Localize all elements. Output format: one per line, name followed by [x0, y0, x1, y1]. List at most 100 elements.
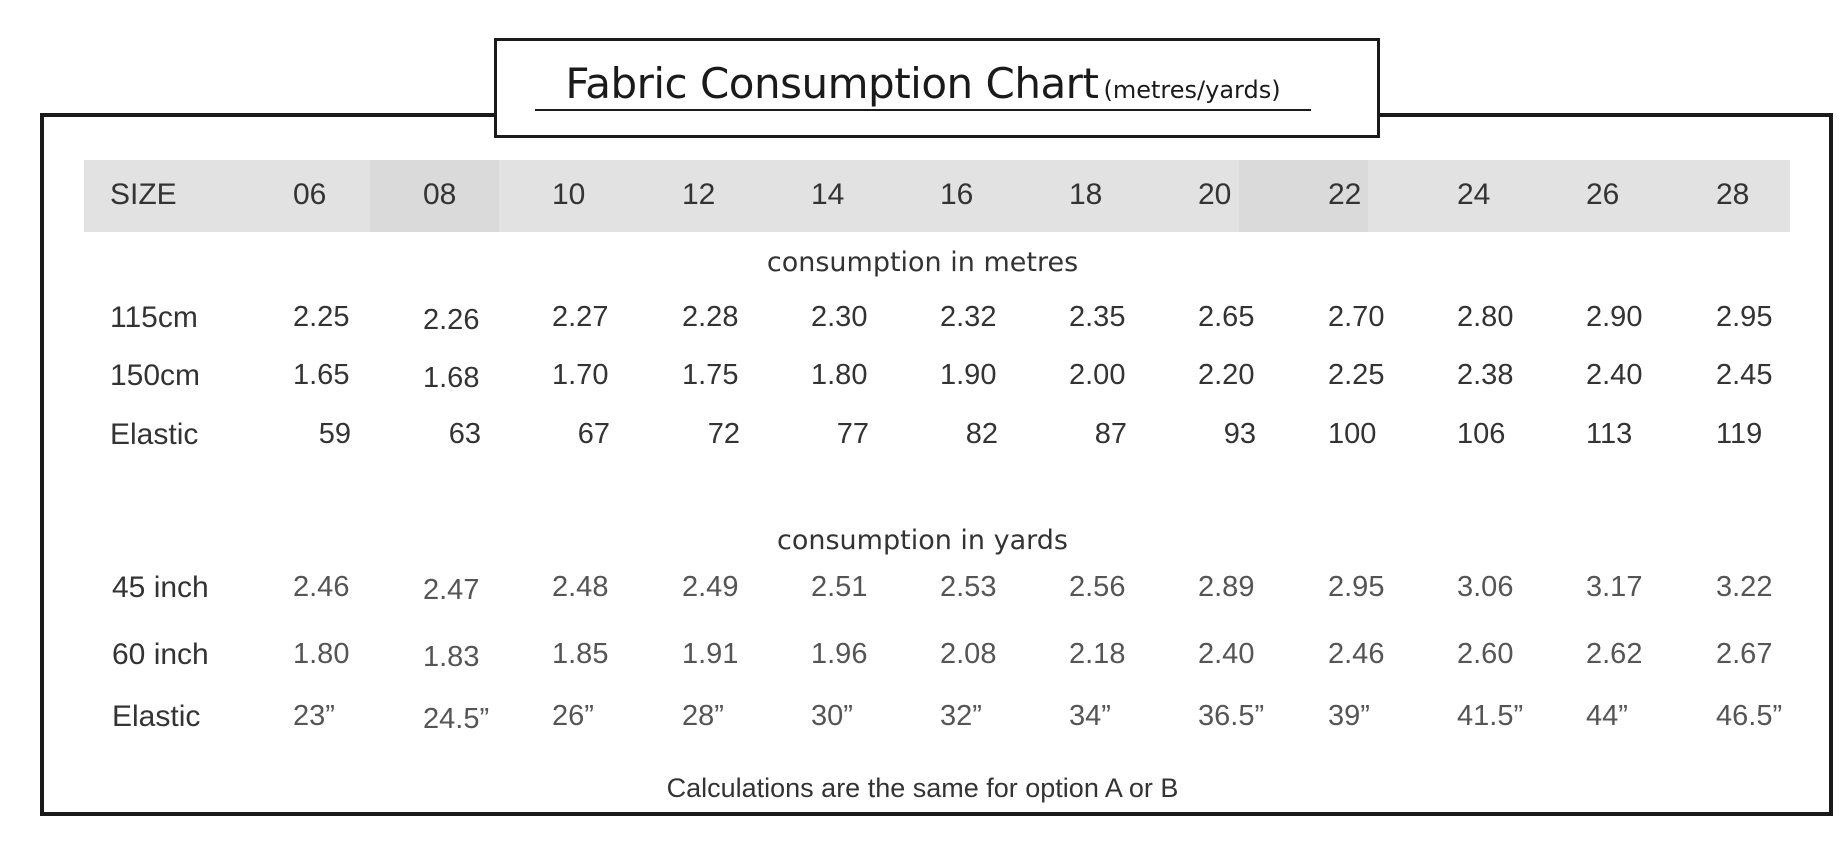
metres-value-cell: 63	[448, 418, 481, 450]
metres-value-cell: 1.65	[293, 359, 350, 391]
yards-value-cell: 1.83	[423, 641, 480, 673]
metres-value-cell: 2.80	[1457, 301, 1514, 333]
yards-value-cell: 2.67	[1716, 638, 1773, 670]
metres-value-cell: 2.00	[1069, 359, 1126, 391]
yards-value-cell: 2.56	[1069, 571, 1126, 603]
yards-value-cell: 2.53	[940, 571, 997, 603]
size-column-header: 26	[1586, 178, 1620, 211]
metres-value-cell: 2.20	[1198, 359, 1255, 391]
metres-value-cell: 106	[1457, 418, 1506, 450]
size-column-header: 28	[1716, 178, 1750, 211]
metres-value-cell: 67	[577, 418, 610, 450]
metres-value-cell: 2.35	[1069, 301, 1126, 333]
yards-value-cell: 2.60	[1457, 638, 1514, 670]
size-column-header: 24	[1457, 178, 1491, 211]
metres-value-cell: 77	[836, 418, 869, 450]
yards-value-cell: 32”	[940, 700, 982, 732]
yards-row-label: Elastic	[112, 700, 201, 733]
metres-row-label: 115cm	[110, 301, 198, 334]
yards-value-cell: 2.46	[1328, 638, 1385, 670]
yards-value-cell: 3.22	[1716, 571, 1773, 603]
yards-section-title: consumption in yards	[777, 525, 1068, 556]
yards-value-cell: 2.51	[811, 571, 868, 603]
metres-value-cell: 2.26	[423, 304, 480, 336]
yards-value-cell: 34”	[1069, 700, 1111, 732]
metres-value-cell: 1.90	[940, 359, 997, 391]
metres-value-cell: 1.75	[682, 359, 739, 391]
metres-value-cell: 59	[318, 418, 351, 450]
footnote: Calculations are the same for option A o…	[666, 773, 1179, 803]
size-column-header: 10	[552, 178, 586, 211]
metres-value-cell: 2.70	[1328, 301, 1385, 333]
yards-value-cell: 2.95	[1328, 571, 1385, 603]
metres-value-cell: 113	[1586, 418, 1633, 450]
header-column-shade	[1239, 160, 1368, 232]
metres-value-cell: 100	[1328, 418, 1377, 450]
yards-value-cell: 2.40	[1198, 638, 1255, 670]
metres-row-label: 150cm	[110, 359, 201, 392]
metres-value-cell: 2.38	[1457, 359, 1514, 391]
yards-value-cell: 3.17	[1586, 571, 1643, 603]
yards-value-cell: 44”	[1586, 700, 1628, 732]
yards-value-cell: 23”	[293, 700, 335, 732]
size-column-header: 12	[682, 178, 716, 211]
metres-value-cell: 2.95	[1716, 301, 1773, 333]
metres-value-cell: 82	[965, 418, 998, 450]
metres-value-cell: 87	[1094, 418, 1127, 450]
yards-value-cell: 2.18	[1069, 638, 1126, 670]
yards-value-cell: 41.5”	[1457, 700, 1524, 732]
size-column-header: 08	[423, 178, 457, 211]
yards-value-cell: 2.89	[1198, 571, 1255, 603]
size-header-band	[84, 160, 1790, 232]
metres-row-label: Elastic	[110, 418, 199, 451]
yards-value-cell: 46.5”	[1716, 700, 1783, 732]
header-column-shade	[370, 160, 499, 232]
metres-value-cell: 2.25	[293, 301, 350, 333]
yards-value-cell: 1.91	[682, 638, 739, 670]
metres-value-cell: 72	[707, 418, 740, 450]
metres-value-cell: 2.40	[1586, 359, 1643, 391]
metres-value-cell: 2.90	[1586, 301, 1643, 333]
size-header-label: SIZE	[110, 178, 177, 211]
metres-value-cell: 2.30	[811, 301, 868, 333]
metres-value-cell: 1.70	[552, 359, 609, 391]
yards-value-cell: 1.96	[811, 638, 868, 670]
yards-value-cell: 39”	[1328, 700, 1370, 732]
yards-value-cell: 36.5”	[1198, 700, 1265, 732]
metres-value-cell: 2.45	[1716, 359, 1773, 391]
yards-value-cell: 2.46	[293, 571, 350, 603]
metres-value-cell: 119	[1716, 418, 1763, 450]
yards-value-cell: 30”	[811, 700, 853, 732]
yards-value-cell: 2.08	[940, 638, 997, 670]
metres-value-cell: 1.80	[811, 359, 868, 391]
yards-row-label: 45 inch	[112, 571, 209, 604]
metres-value-cell: 2.27	[552, 301, 609, 333]
metres-value-cell: 2.65	[1198, 301, 1255, 333]
yards-value-cell: 1.80	[293, 638, 350, 670]
yards-value-cell: 28”	[682, 700, 724, 732]
yards-value-cell: 2.48	[552, 571, 609, 603]
yards-value-cell: 2.62	[1586, 638, 1643, 670]
yards-value-cell: 3.06	[1457, 571, 1514, 603]
yards-value-cell: 1.85	[552, 638, 609, 670]
metres-value-cell: 2.25	[1328, 359, 1385, 391]
metres-value-cell: 2.32	[940, 301, 997, 333]
title-unit: (metres/yards)	[1103, 76, 1281, 104]
yards-value-cell: 2.47	[423, 574, 480, 606]
size-column-header: 18	[1069, 178, 1103, 211]
page-title: Fabric Consumption Chart (metres/yards)	[535, 59, 1311, 111]
yards-value-cell: 2.49	[682, 571, 739, 603]
metres-section-title: consumption in metres	[766, 247, 1079, 278]
size-column-header: 22	[1328, 178, 1362, 211]
title-main: Fabric Consumption Chart	[565, 59, 1099, 108]
metres-value-cell: 1.68	[423, 362, 480, 394]
size-column-header: 14	[811, 178, 845, 211]
size-column-header: 06	[293, 178, 327, 211]
metres-value-cell: 93	[1223, 418, 1256, 450]
metres-value-cell: 2.28	[682, 301, 739, 333]
yards-row-label: 60 inch	[112, 638, 209, 671]
size-column-header: 20	[1198, 178, 1232, 211]
title-box: Fabric Consumption Chart (metres/yards)	[494, 38, 1380, 138]
yards-value-cell: 26”	[552, 700, 594, 732]
size-column-header: 16	[940, 178, 974, 211]
